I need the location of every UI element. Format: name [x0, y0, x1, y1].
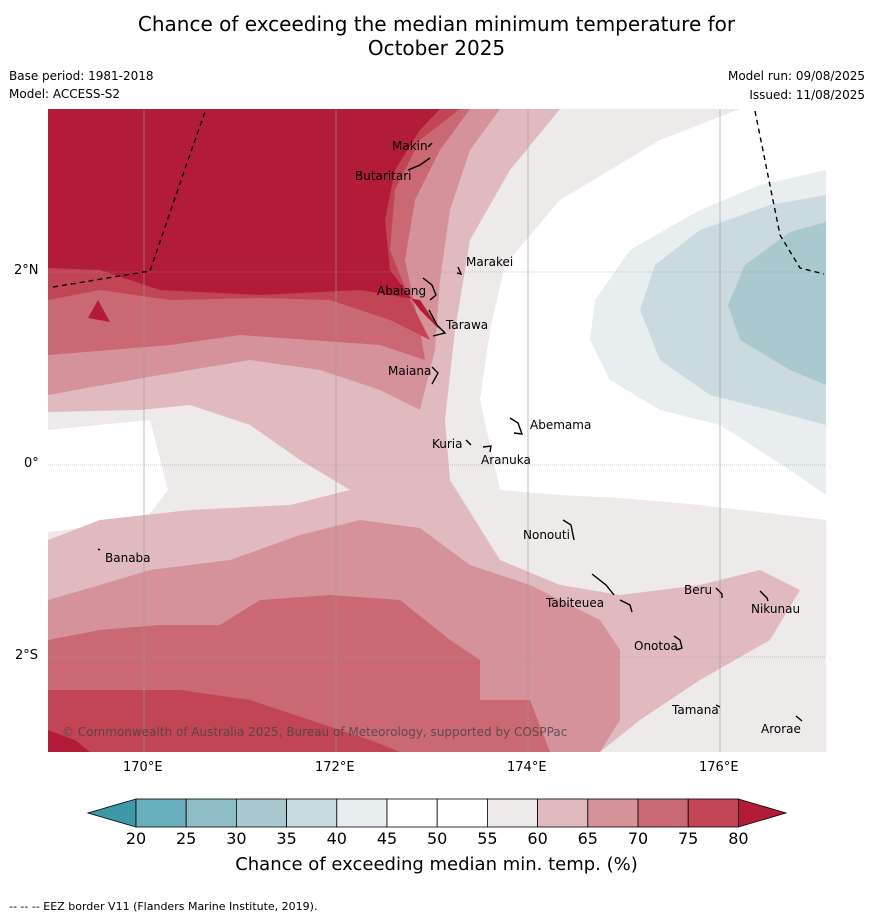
colorbar-tick: 20	[125, 829, 147, 848]
colorbar-swatch-55-60	[486, 798, 538, 828]
colorbar-tick: 60	[527, 829, 548, 848]
island-onotoa	[673, 635, 683, 651]
island-beru	[715, 587, 723, 598]
copyright-notice: © Commonwealth of Australia 2025, Bureau…	[62, 725, 568, 739]
lon-tick-170e: 170°E	[123, 760, 163, 775]
colorbar-tick: 65	[577, 829, 598, 848]
place-label-arorae: Arorae	[761, 722, 801, 736]
map-title: Chance of exceeding the median minimum t…	[0, 12, 873, 60]
place-label-makin: Makin	[392, 139, 428, 153]
region-75-80-south	[48, 690, 400, 752]
colorbar-tick: 80	[728, 829, 749, 848]
colorbar-swatch-75-80	[687, 798, 739, 828]
colorbar-tick: 30	[226, 829, 247, 848]
place-label-banaba: Banaba	[105, 551, 151, 565]
colorbar-tick: 75	[678, 829, 699, 848]
island-maiana	[431, 366, 439, 385]
colorbar-swatch-60-65	[537, 798, 589, 828]
island-arorae	[795, 715, 803, 722]
lon-tick-174e: 174°E	[507, 760, 547, 775]
island-nonouti	[562, 519, 575, 541]
place-label-onotoa: Onotoa	[634, 639, 678, 653]
title-line-2: October 2025	[367, 36, 506, 60]
colorbar-swatch-25-30	[185, 798, 237, 828]
place-label-kuria: Kuria	[432, 437, 463, 451]
colorbar-swatch-45-50	[386, 798, 438, 828]
region-50-55	[48, 420, 168, 532]
island-nikunau	[759, 590, 769, 602]
lat-tick-0: 0°	[24, 456, 39, 471]
place-label-tamana: Tamana	[672, 703, 719, 717]
place-label-abemama: Abemama	[530, 418, 592, 432]
graticule	[48, 109, 826, 752]
colorbar-swatch-65-70	[587, 798, 639, 828]
colorbar-swatch-30-35	[235, 798, 287, 828]
lon-tick-172e: 172°E	[315, 760, 355, 775]
model-name: Model: ACCESS-S2	[9, 87, 121, 101]
island-makin	[427, 142, 433, 148]
colorbar-tick: 70	[627, 829, 649, 848]
colorbar-swatch-40-45	[336, 798, 388, 828]
base-period: Base period: 1981-2018	[9, 69, 154, 83]
colorbar-tick: 45	[376, 829, 398, 848]
colorbar-tick: 25	[176, 829, 197, 848]
issued-date: Issued: 11/08/2025	[749, 88, 865, 102]
colorbar-tick: 40	[326, 829, 347, 848]
probability-contours	[48, 109, 826, 752]
island-aranuka	[482, 445, 492, 453]
island-tamana	[715, 704, 721, 708]
eez-footnote: -- -- -- EEZ border V11 (Flanders Marine…	[9, 900, 318, 913]
island-marakei	[456, 266, 463, 276]
place-label-nikunau: Nikunau	[751, 602, 801, 616]
island-tarawa	[428, 309, 447, 337]
colorbar-extend-high	[738, 798, 788, 828]
colorbar-tick: 55	[477, 829, 498, 848]
lon-tick-176e: 176°E	[699, 760, 739, 775]
colorbar-tick: 50	[427, 829, 448, 848]
island-tabiteuea	[591, 573, 633, 613]
colorbar-tick: 35	[276, 829, 297, 848]
colorbar-swatch-20-25	[135, 798, 187, 828]
place-label-nonouti: Nonouti	[523, 528, 570, 542]
colorbar-swatch-50-55	[436, 798, 488, 828]
model-run: Model run: 09/08/2025	[727, 69, 865, 83]
island-abemama	[509, 417, 524, 435]
place-label-butaritari: Butaritari	[355, 169, 412, 183]
region-above-80-patch	[88, 300, 110, 322]
title-line-1: Chance of exceeding the median minimum t…	[137, 12, 736, 36]
colorbar-swatch-35-40	[286, 798, 338, 828]
place-label-marakei: Marakei	[466, 255, 514, 269]
place-label-aranuka: Aranuka	[481, 453, 531, 467]
colorbar-extend-low	[86, 798, 137, 828]
lat-tick-2s: 2°S	[15, 648, 39, 663]
region-30-35	[728, 222, 826, 385]
colorbar-title: Chance of exceeding median min. temp. (%…	[235, 854, 638, 875]
island-butaritari	[407, 157, 431, 171]
region-above-80-corner	[48, 730, 90, 752]
place-label-tarawa: Tarawa	[446, 318, 489, 332]
island-kuria	[465, 439, 472, 446]
place-label-tabiteuea: Tabiteuea	[546, 596, 605, 610]
lat-tick-2n: 2°N	[14, 263, 39, 278]
place-label-beru: Beru	[684, 583, 713, 597]
island-banaba	[97, 548, 101, 551]
place-label-abaiang: Abaiang	[377, 284, 427, 298]
colorbar-swatch-70-75	[637, 798, 689, 828]
region-above-80	[48, 109, 440, 330]
place-label-maiana: Maiana	[388, 364, 432, 378]
island-abaiang	[422, 277, 437, 301]
island-outlines	[97, 142, 803, 722]
eez-border	[52, 108, 825, 288]
colorbar	[86, 798, 788, 828]
